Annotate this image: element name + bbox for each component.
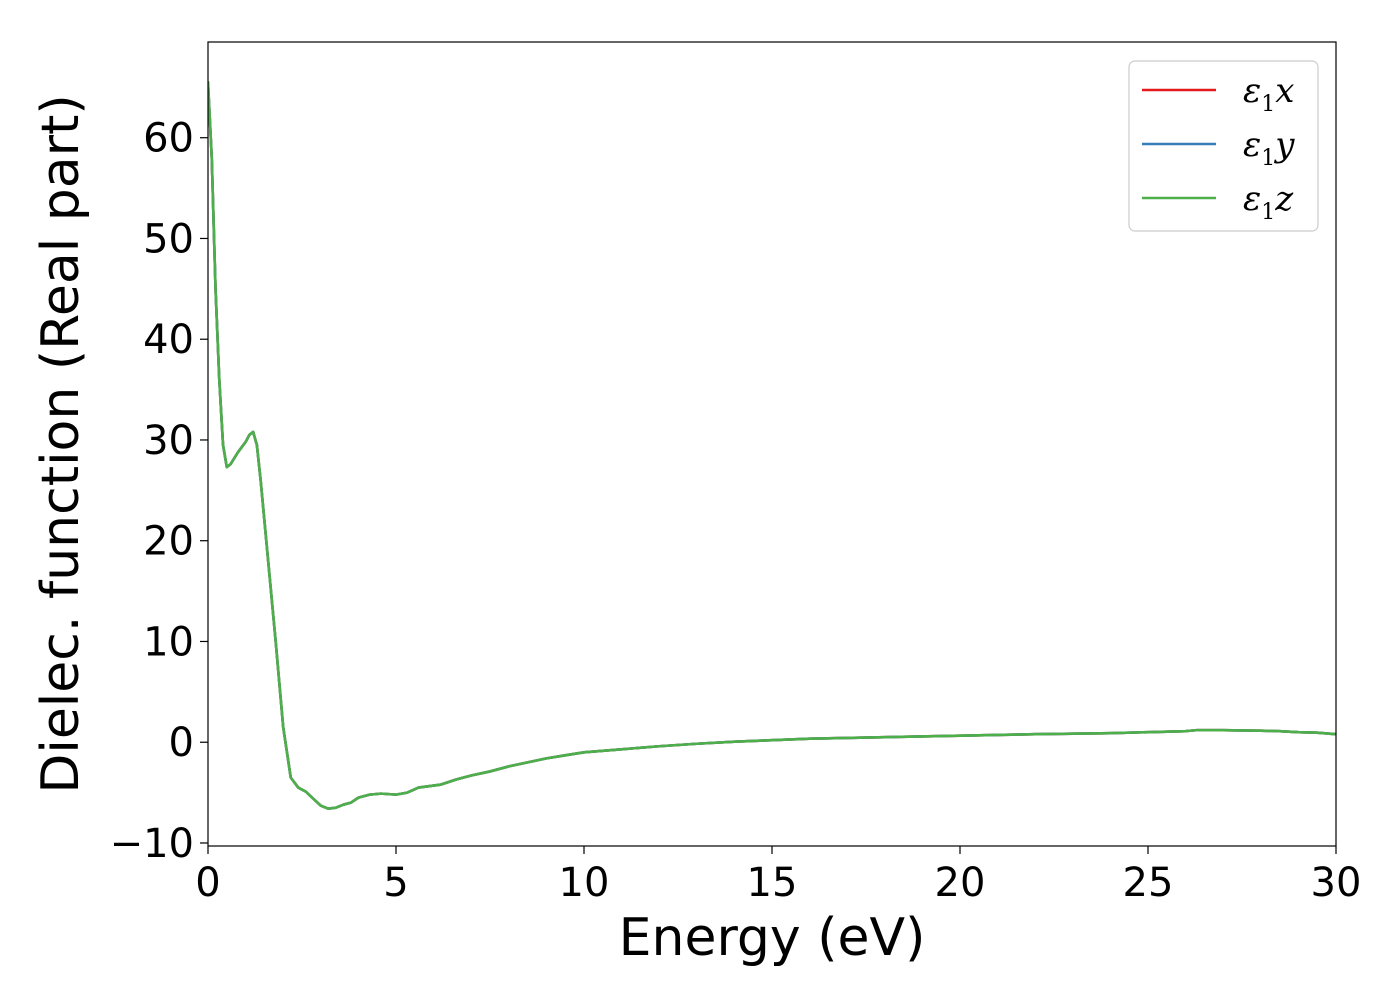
legend: ε1x ε1y ε1z (1128, 60, 1319, 232)
x-tick-label: 25 (1123, 860, 1174, 906)
y-tick-label: 0 (169, 720, 194, 766)
y-tick-label: 10 (143, 619, 194, 665)
x-tick-label: 10 (559, 860, 610, 906)
y-tick-label: −10 (110, 821, 194, 867)
y-tick-label: 30 (143, 418, 194, 464)
x-axis-ticks: 0 5 10 15 20 25 30 (195, 846, 1361, 906)
x-tick-label: 30 (1311, 860, 1362, 906)
x-tick-label: 20 (935, 860, 986, 906)
series-line-z (208, 81, 1336, 811)
legend-label-z: ε1z (1243, 179, 1294, 225)
x-tick-label: 5 (383, 860, 408, 906)
y-tick-label: 20 (143, 519, 194, 565)
y-axis-ticks: −10 0 10 20 30 40 50 60 (110, 116, 208, 867)
y-tick-label: 50 (143, 216, 194, 262)
legend-label-x: ε1x (1243, 71, 1294, 117)
x-tick-label: 0 (195, 860, 220, 906)
legend-label-y: ε1y (1243, 125, 1295, 171)
y-tick-label: 40 (143, 317, 194, 363)
series-layer (208, 81, 1336, 811)
x-axis-label: Energy (eV) (619, 908, 926, 968)
y-tick-label: 60 (143, 116, 194, 162)
x-tick-label: 15 (747, 860, 798, 906)
legend-box (1128, 60, 1319, 232)
y-axis-label: Dielec. function (Real part) (31, 94, 91, 793)
